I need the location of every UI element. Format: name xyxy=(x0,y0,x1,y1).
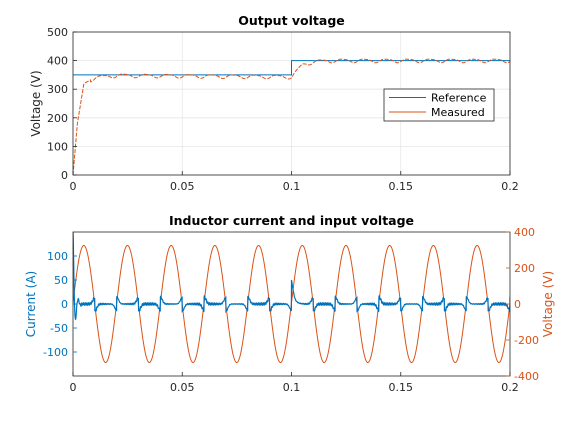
chart-title: Inductor current and input voltage xyxy=(169,213,414,228)
x-tick-label: 0.05 xyxy=(170,180,195,193)
legend-label-measured: Measured xyxy=(431,106,485,119)
series-measured-line xyxy=(72,58,511,176)
right-y-tick-label: 200 xyxy=(514,262,535,275)
x-tick-label: 0.15 xyxy=(389,381,414,394)
left-y-tick-label: 100 xyxy=(47,250,68,263)
right-y-tick-label: 400 xyxy=(514,226,535,239)
x-tick-label: 0.2 xyxy=(501,180,519,193)
x-axis-ticks: 0 0.05 0.1 0.15 0.2 xyxy=(70,372,519,394)
output-voltage-chart: Output voltage 0 0.05 0.1 0.15 0.2 0 100 200 30… xyxy=(29,13,519,193)
legend: Reference Measured xyxy=(383,88,495,122)
y-axis-ticks: 0 100 200 300 400 500 xyxy=(47,26,77,182)
series-current-line xyxy=(73,232,510,321)
x-tick-label: 0 xyxy=(70,381,77,394)
left-y-tick-label: -100 xyxy=(43,346,68,359)
series-group xyxy=(73,232,510,364)
y-tick-label: 400 xyxy=(47,55,68,68)
x-tick-label: 0.2 xyxy=(501,381,519,394)
chart-title: Output voltage xyxy=(238,13,345,28)
right-y-tick-label: 0 xyxy=(514,298,521,311)
right-y-axis-ticks: -400 -200 0 200 400 xyxy=(506,226,539,383)
x-axis-ticks: 0 0.05 0.1 0.15 0.2 xyxy=(70,171,519,193)
legend-label-reference: Reference xyxy=(431,92,487,105)
x-tick-label: 0.05 xyxy=(170,381,195,394)
left-y-tick-label: 0 xyxy=(61,298,68,311)
x-tick-label: 0.1 xyxy=(283,180,301,193)
left-y-tick-label: 50 xyxy=(54,274,68,287)
left-y-axis-ticks: -100 -50 0 50 100 xyxy=(43,250,77,359)
x-tick-label: 0 xyxy=(70,180,77,193)
right-y-tick-label: -200 xyxy=(514,334,539,347)
left-y-tick-label: -50 xyxy=(50,322,68,335)
inductor-current-chart: Inductor current and input voltage 0 0.05… xyxy=(24,213,555,394)
series-reference-line xyxy=(73,60,510,76)
legend-box xyxy=(383,88,495,122)
right-y-axis-label: Voltage (V) xyxy=(541,271,555,337)
series-group xyxy=(72,58,511,176)
x-tick-label: 0.15 xyxy=(389,180,414,193)
y-tick-label: 200 xyxy=(47,112,68,125)
y-axis-label: Voltage (V) xyxy=(29,70,43,136)
right-y-tick-label: -400 xyxy=(514,370,539,383)
left-y-axis-label: Current (A) xyxy=(24,271,38,337)
y-tick-label: 0 xyxy=(61,169,68,182)
y-tick-label: 500 xyxy=(47,26,68,39)
x-tick-label: 0.1 xyxy=(283,381,301,394)
y-tick-label: 300 xyxy=(47,83,68,96)
y-tick-label: 100 xyxy=(47,140,68,153)
